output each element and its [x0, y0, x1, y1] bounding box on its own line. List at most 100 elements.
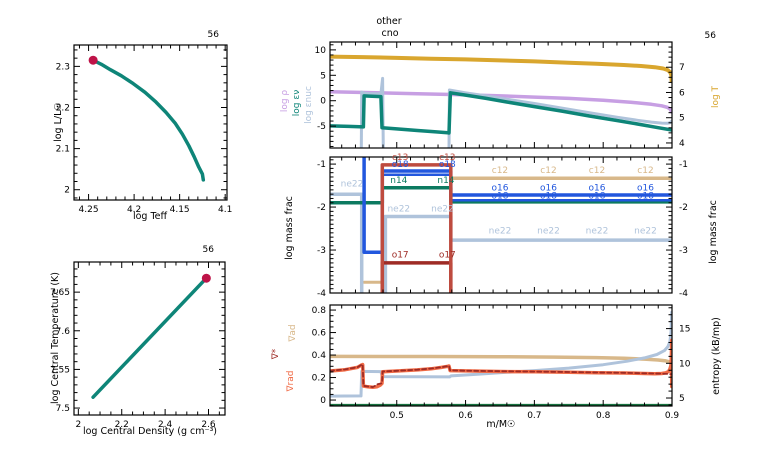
y-tick-label: 7.65: [50, 288, 70, 298]
label-c12: c12: [492, 166, 508, 176]
series-log-rho: [330, 90, 672, 114]
model-number: 56: [203, 245, 215, 255]
ylabel-grad-ad: ∇ad: [288, 324, 298, 342]
y-tick-label: 0.8: [312, 306, 327, 316]
series-hr-track: [91, 58, 206, 182]
y2-tick-label: 7: [679, 63, 685, 73]
series-c13: [380, 163, 453, 293]
x-tick-label: 4.25: [79, 205, 99, 215]
y-tick-label: 7.55: [50, 365, 70, 375]
y-tick-label: 2.2: [56, 103, 70, 113]
x-tick-label: 0.9: [665, 411, 680, 421]
label-ne22: ne22: [387, 204, 410, 214]
y-tick-label: 0: [320, 396, 326, 406]
y-tick-label: -1: [317, 160, 326, 170]
label-o16: o16: [540, 184, 557, 194]
y-tick-label: 5: [320, 71, 326, 81]
y-tick-label: -5: [317, 122, 326, 132]
y-tick-label: 0.4: [312, 351, 327, 361]
y-tick-label: 2.3: [56, 62, 70, 72]
series-o17: [380, 261, 453, 293]
y2-tick-label: 15: [679, 325, 690, 335]
label-o17: o17: [439, 250, 456, 260]
label-n14: n14: [437, 176, 454, 186]
series-log-T: [330, 54, 672, 84]
x-tick-label: 0.5: [390, 411, 404, 421]
ylabel-grad-rad: ∇rad: [286, 371, 296, 393]
series-group: [330, 54, 672, 148]
y-tick-label: 0.2: [312, 374, 326, 384]
label-ne22: ne22: [431, 204, 454, 214]
label-o17: o17: [392, 250, 409, 260]
label-c13: c13: [392, 153, 408, 163]
y-tick-label: 10: [315, 46, 327, 56]
x-tick-label: 2.6: [201, 420, 216, 430]
series-grad-ad: [330, 354, 672, 365]
panel-tc-rhoc: 2 2.2 2.4 2.6 7.5 7.55 7.6 7.65 log Central Dens…: [50, 245, 226, 437]
x-tick-label: 0.8: [596, 411, 611, 421]
x-tick-label: 2.4: [158, 420, 173, 430]
label-ne22: ne22: [489, 227, 512, 237]
y-tick-label: 0: [320, 97, 326, 107]
y2-tick-label: 6: [679, 88, 685, 98]
y-tick-label: 2: [64, 186, 70, 196]
axis-box: [329, 41, 673, 149]
y-tick-label: -4: [317, 289, 326, 299]
y-tick-label: 7.6: [56, 327, 71, 337]
label-n14: n14: [390, 176, 407, 186]
ylabel-log-T: log T: [711, 85, 721, 108]
label-ne22: ne22: [586, 227, 609, 237]
ylabel-grad-star: ∇*: [271, 348, 281, 360]
label-ne22: ne22: [341, 179, 364, 189]
axis-box: [329, 156, 673, 294]
x-tick-label: 2: [75, 420, 81, 430]
label-c13: c13: [439, 153, 455, 163]
y-axis-title: log L/L☉: [53, 102, 64, 142]
axis-box: [329, 304, 673, 407]
label-ne22: ne22: [634, 227, 657, 237]
label-c12: c12: [540, 166, 556, 176]
label-o18: o18: [439, 160, 456, 170]
series-group: [91, 58, 206, 182]
x-tick-label: 2.2: [115, 420, 129, 430]
current-model-dot: [201, 273, 211, 283]
y-tick-label: -3: [317, 246, 326, 256]
y-axis-title: log mass frac: [284, 196, 295, 260]
x-tick-label: 4.15: [170, 205, 190, 215]
label-o16: o16: [491, 184, 508, 194]
panel-gradients: 0.5 0.6 0.7 0.8 0.9 0 0.2 0.4 0.6 0.8 5 10 15 m/M☉ ∇ad…: [271, 304, 722, 430]
ylabel-entropy: entropy (kB/mp): [711, 317, 722, 395]
title-burn-other: other: [376, 16, 401, 27]
y2-tick-label: -4: [679, 289, 688, 299]
label-o16: o16: [589, 184, 606, 194]
y2-tick-label: 5: [679, 394, 685, 404]
y2-tick-label: -3: [679, 246, 688, 256]
axis-box: [73, 44, 228, 201]
y-tick-label: 2.1: [56, 145, 70, 155]
model-number: 56: [705, 31, 717, 41]
series-o16: [362, 157, 672, 254]
title-burn-cno: cno: [381, 28, 398, 39]
y-tick-label: 7.5: [56, 404, 70, 414]
y-axis-title: log Central Temperature (K): [50, 272, 61, 404]
ylabel-log-eps-nuc: log εnuc: [304, 86, 314, 124]
y2-tick-label: -1: [679, 160, 688, 170]
series-group: o18 o18 o18 o18: [330, 157, 672, 293]
ylabel-log-rho: log ρ: [280, 90, 290, 113]
x-tick-label: 0.6: [458, 411, 473, 421]
label-c12: c12: [637, 166, 653, 176]
y2-tick-label: -2: [679, 203, 688, 213]
series-group: [330, 310, 672, 406]
y2-tick-label: 4: [679, 139, 685, 149]
ylabel-log-eps-nu: log εν: [292, 90, 302, 116]
series-log-eps-nuc: [359, 76, 672, 148]
model-number: 56: [208, 30, 220, 40]
label-o16: o16: [637, 184, 654, 194]
ylabel-right-log-mass-frac: log mass frac: [708, 200, 719, 264]
label-o18: o18: [392, 160, 409, 170]
